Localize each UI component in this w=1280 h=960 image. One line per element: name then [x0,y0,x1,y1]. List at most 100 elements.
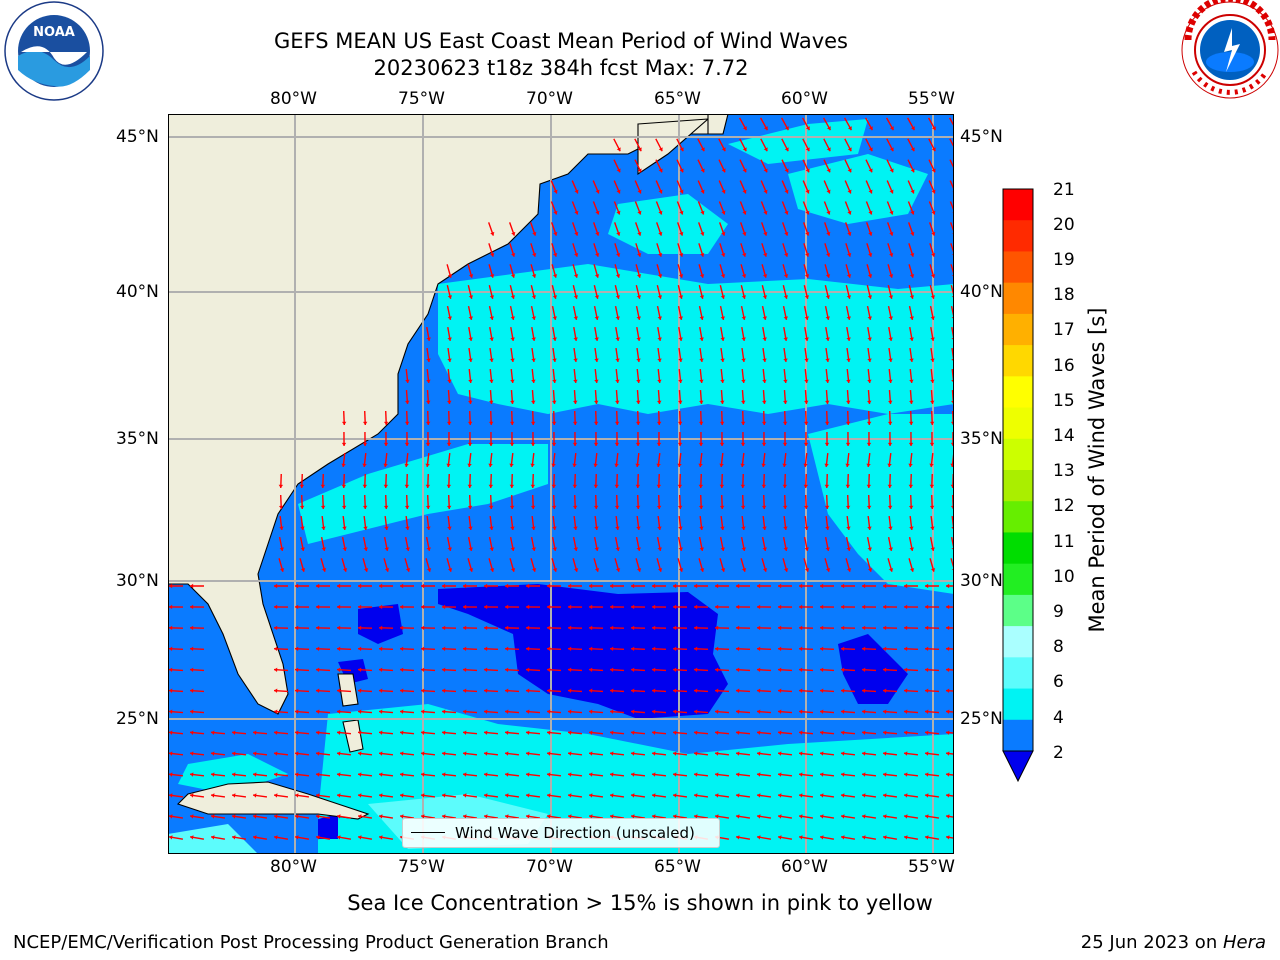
wave-arrow [720,368,725,384]
map-title: GEFS MEAN US East Coast Mean Period of W… [274,29,848,53]
wave-arrow [824,243,831,257]
lat-tick-right: 30°N [960,571,1003,591]
wave-arrow [168,709,184,714]
wave-arrow [843,117,853,131]
wave-arrow [824,473,830,489]
wave-arrow [546,688,562,693]
wave-arrow [399,688,415,693]
wave-arrow [759,117,769,131]
sea-ice-note: Sea Ice Concentration > 15% is shown in … [347,891,933,915]
wave-arrow [719,431,725,447]
colorbar-frame [1002,188,1034,752]
wave-arrow [572,558,579,572]
wave-arrow [552,326,557,342]
wave-arrow [294,814,310,819]
wave-arrow [336,646,352,652]
wave-arrow [676,180,684,194]
wave-arrow [825,515,830,531]
wave-arrow [551,410,557,426]
wave-arrow [572,410,578,426]
wave-arrow [572,306,578,320]
wave-arrow [594,368,599,384]
wave-arrow [420,667,436,672]
wave-arrow [636,347,641,363]
wave-arrow [882,751,898,756]
wave-arrow [615,326,620,342]
wave-arrow [867,368,872,384]
wave-arrow [551,473,557,489]
lon-tick-bottom: 55°W [908,857,955,877]
wave-arrow [551,243,558,257]
wave-arrow [798,625,814,631]
wave-arrow [525,730,541,735]
wave-arrow [735,688,751,693]
wave-arrow [740,473,746,489]
wave-arrow [531,389,536,405]
wave-arrow [552,389,557,405]
wave-arrow [405,368,410,384]
wave-arrow [447,326,452,342]
wave-arrow [231,772,247,777]
wave-arrow [798,814,814,819]
wave-arrow [676,159,684,173]
wave-arrow [693,667,709,672]
wave-arrow [572,537,578,551]
wave-arrow [651,625,667,631]
wave-arrow [756,646,772,652]
colorbar-segment [1003,282,1033,315]
wave-arrow [840,688,856,693]
wave-arrow [572,452,577,468]
wave-arrow [525,688,541,693]
wave-arrow [861,835,877,840]
wave-arrow [614,537,620,551]
wave-arrow [903,835,919,840]
wave-arrow [677,285,684,299]
wave-arrow [740,264,747,278]
wave-arrow [783,389,788,405]
wave-arrow [488,452,493,468]
wave-arrow [609,814,625,819]
wave-arrow [761,558,768,572]
wave-arrow [635,537,641,551]
wave-arrow [530,452,535,468]
wave-arrow [489,347,494,363]
wave-arrow [819,646,835,652]
wave-arrow [635,431,641,447]
wave-arrow [383,431,389,447]
colorbar-segment [1003,532,1033,565]
wave-arrow [865,201,873,215]
wave-arrow [189,667,205,672]
wave-arrow [651,583,667,589]
wave-arrow [609,688,625,693]
wave-arrow [693,688,709,693]
wave-arrow [909,389,914,405]
wave-arrow [798,646,814,652]
wave-arrow [550,180,558,194]
wave-arrow [467,285,474,299]
colorbar-tick: 12 [1053,496,1075,516]
wave-arrow [363,515,368,531]
wave-arrow [907,201,915,215]
colorbar-segment [1003,501,1033,533]
wave-arrow [572,243,579,257]
wave-arrow [315,604,331,610]
wave-arrow [530,473,536,489]
wave-arrow [825,347,830,363]
wave-arrow [378,709,394,714]
wave-arrow [777,793,793,798]
wave-arrow [613,201,621,215]
wave-arrow [924,709,940,714]
colorbar-tick: 21 [1053,180,1075,200]
wave-arrow [802,138,810,152]
wave-arrow [399,730,415,735]
wave-arrow [798,688,814,693]
wave-arrow [593,431,599,447]
wave-arrow [404,473,410,489]
wave-arrow [886,201,894,215]
wave-arrow [656,473,662,489]
wave-arrow [861,709,877,714]
wave-arrow [341,410,347,426]
wave-arrow [336,583,352,589]
wave-arrow [342,515,347,531]
wave-arrow [588,646,604,652]
